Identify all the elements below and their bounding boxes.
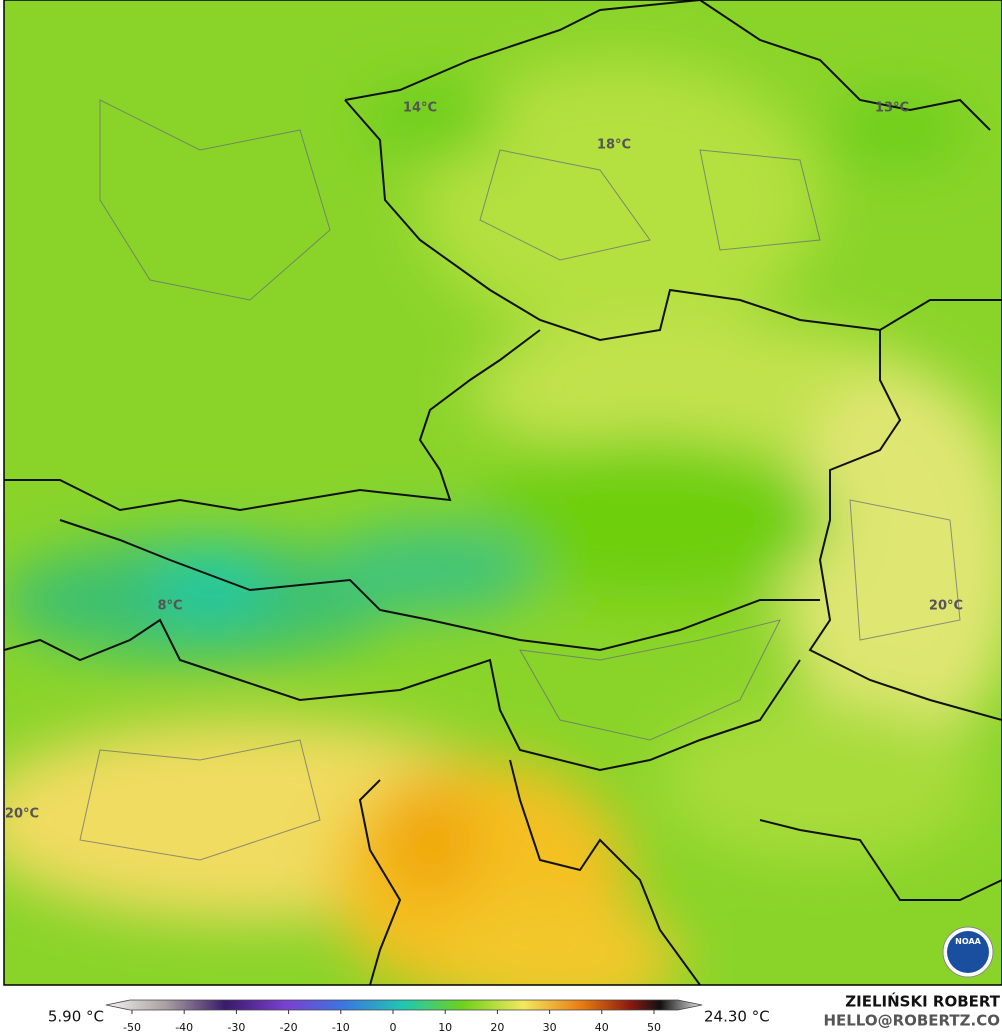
colorbar-tick-label: -20 [280, 1021, 298, 1034]
colorbar [105, 999, 703, 1011]
logo-text: NOAA [955, 937, 981, 946]
temperature-label: 20°C [929, 599, 963, 614]
credit-author: ZIELIŃSKI ROBERT [845, 992, 1000, 1011]
colorbar-tick-label: -40 [175, 1021, 193, 1034]
country-borders [4, 0, 1002, 985]
temperature-label: 14°C [403, 101, 437, 116]
colorbar-tick-label: 20 [490, 1021, 504, 1034]
map-frame [3, 0, 1002, 986]
colorbar-tick-label: 10 [438, 1021, 452, 1034]
colorbar-min: 5.90 °C [48, 1008, 104, 1026]
colorbar-tick-label: 30 [543, 1021, 557, 1034]
credit-email: HELLO@ROBERTZ.CO [823, 1012, 1000, 1030]
colorbar-tick-label: 50 [647, 1021, 661, 1034]
colorbar-tick-label: -50 [123, 1021, 141, 1034]
colorbar-tick-label: 40 [595, 1021, 609, 1034]
noaa-logo: NOAA [942, 926, 994, 978]
colorbar-tick-label: 0 [390, 1021, 397, 1034]
colorbar-tick-label: -10 [332, 1021, 350, 1034]
colorbar-max: 24.30 °C [704, 1008, 770, 1026]
colorbar-tick-label: -30 [227, 1021, 245, 1034]
temperature-label: 8°C [157, 599, 182, 614]
temperature-label: 18°C [597, 138, 631, 153]
region-borders [79, 99, 961, 861]
temperature-label: 20°C [5, 807, 39, 822]
temperature-label: 13°C [875, 101, 909, 116]
